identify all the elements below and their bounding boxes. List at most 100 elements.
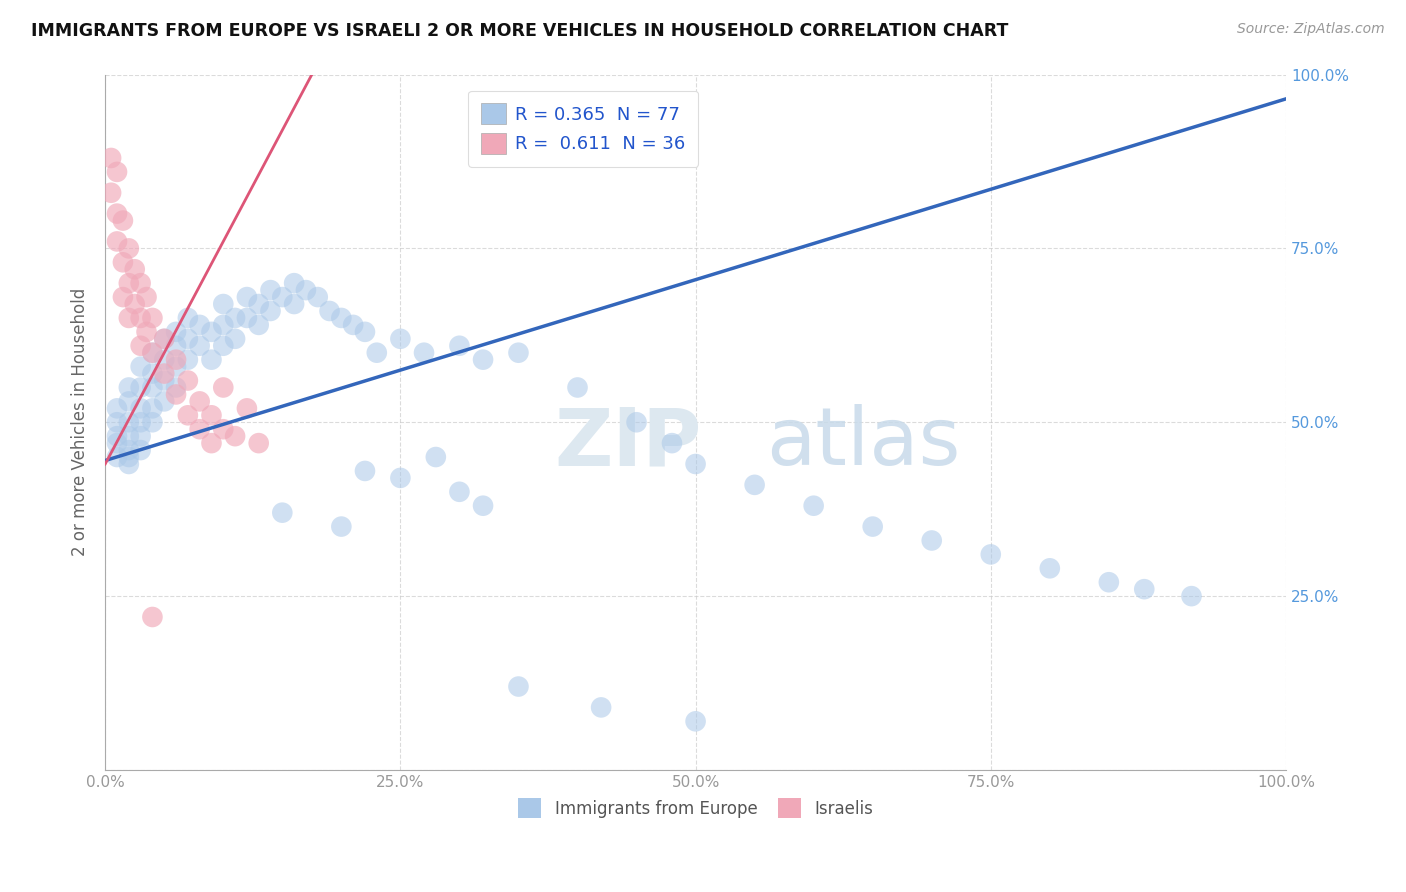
- Point: [188, 318, 211, 332]
- Point: [129, 443, 152, 458]
- Point: [129, 310, 152, 325]
- Point: [212, 422, 235, 436]
- Point: [129, 380, 152, 394]
- Point: [449, 339, 471, 353]
- Point: [153, 367, 176, 381]
- Point: [129, 429, 152, 443]
- Point: [626, 415, 648, 429]
- Point: [224, 332, 246, 346]
- Point: [177, 352, 200, 367]
- Point: [259, 304, 281, 318]
- Point: [129, 415, 152, 429]
- Point: [307, 290, 329, 304]
- Point: [1039, 561, 1062, 575]
- Point: [508, 345, 530, 359]
- Point: [295, 283, 318, 297]
- Point: [567, 380, 589, 394]
- Point: [105, 415, 128, 429]
- Point: [141, 380, 163, 394]
- Point: [153, 374, 176, 388]
- Point: [165, 387, 187, 401]
- Point: [200, 436, 222, 450]
- Point: [118, 276, 141, 290]
- Point: [165, 380, 187, 394]
- Point: [105, 165, 128, 179]
- Point: [129, 401, 152, 416]
- Point: [685, 457, 707, 471]
- Point: [212, 339, 235, 353]
- Point: [105, 436, 128, 450]
- Point: [135, 325, 157, 339]
- Point: [271, 290, 294, 304]
- Point: [141, 310, 163, 325]
- Point: [247, 436, 270, 450]
- Point: [472, 499, 495, 513]
- Point: [118, 450, 141, 464]
- Point: [803, 499, 825, 513]
- Point: [141, 345, 163, 359]
- Point: [224, 310, 246, 325]
- Point: [129, 276, 152, 290]
- Point: [247, 297, 270, 311]
- Point: [271, 506, 294, 520]
- Point: [200, 409, 222, 423]
- Point: [1098, 575, 1121, 590]
- Point: [153, 332, 176, 346]
- Point: [100, 151, 122, 165]
- Point: [212, 318, 235, 332]
- Point: [118, 394, 141, 409]
- Point: [118, 457, 141, 471]
- Point: [330, 519, 353, 533]
- Point: [105, 235, 128, 249]
- Point: [153, 352, 176, 367]
- Point: [389, 332, 412, 346]
- Point: [165, 339, 187, 353]
- Point: [366, 345, 388, 359]
- Point: [508, 680, 530, 694]
- Point: [389, 471, 412, 485]
- Point: [118, 443, 141, 458]
- Text: ZIP: ZIP: [554, 404, 702, 482]
- Point: [342, 318, 364, 332]
- Point: [118, 415, 141, 429]
- Point: [259, 283, 281, 297]
- Legend: Immigrants from Europe, Israelis: Immigrants from Europe, Israelis: [512, 792, 880, 824]
- Point: [425, 450, 447, 464]
- Point: [200, 325, 222, 339]
- Point: [141, 367, 163, 381]
- Point: [413, 345, 436, 359]
- Point: [111, 255, 134, 269]
- Point: [236, 310, 259, 325]
- Point: [177, 374, 200, 388]
- Point: [685, 714, 707, 729]
- Point: [129, 359, 152, 374]
- Text: Source: ZipAtlas.com: Source: ZipAtlas.com: [1237, 22, 1385, 37]
- Point: [980, 548, 1002, 562]
- Point: [330, 310, 353, 325]
- Point: [129, 339, 152, 353]
- Point: [177, 332, 200, 346]
- Point: [100, 186, 122, 200]
- Point: [236, 290, 259, 304]
- Point: [135, 290, 157, 304]
- Point: [141, 401, 163, 416]
- Point: [105, 206, 128, 220]
- Point: [153, 332, 176, 346]
- Point: [283, 297, 305, 311]
- Point: [105, 401, 128, 416]
- Point: [661, 436, 683, 450]
- Point: [212, 297, 235, 311]
- Point: [318, 304, 340, 318]
- Point: [921, 533, 943, 548]
- Point: [449, 484, 471, 499]
- Point: [141, 415, 163, 429]
- Point: [472, 352, 495, 367]
- Point: [212, 380, 235, 394]
- Point: [124, 262, 146, 277]
- Point: [224, 429, 246, 443]
- Point: [862, 519, 884, 533]
- Point: [105, 429, 128, 443]
- Text: atlas: atlas: [766, 404, 960, 482]
- Point: [111, 290, 134, 304]
- Point: [247, 318, 270, 332]
